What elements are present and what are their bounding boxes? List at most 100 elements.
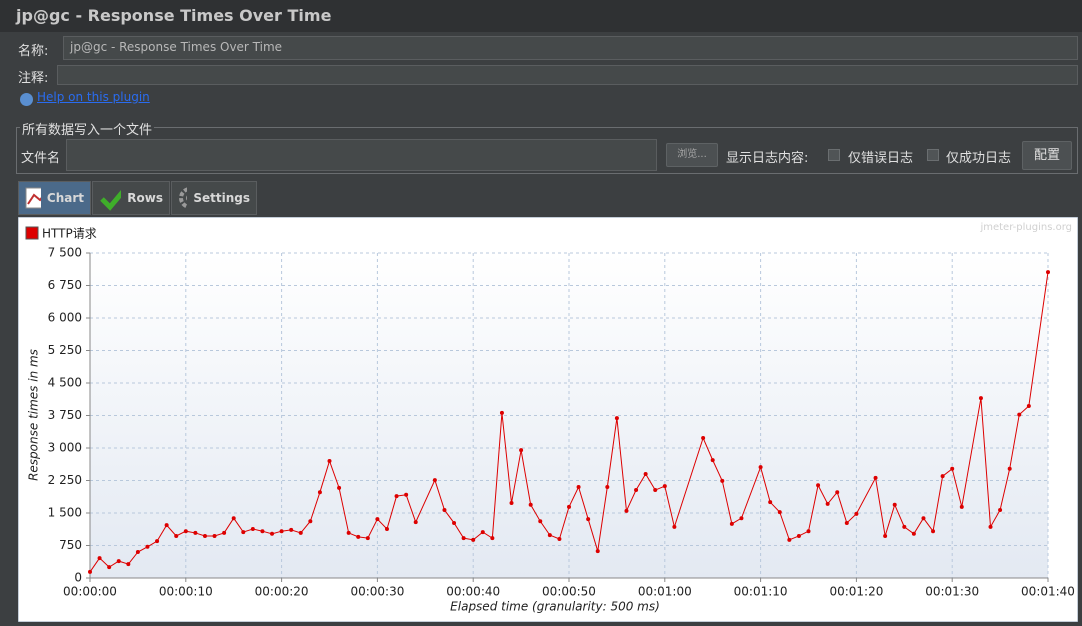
x-tick-label: 00:01:40 [1021, 585, 1075, 599]
data-point [624, 508, 629, 513]
y-tick-label: 750 [59, 538, 82, 552]
x-tick-label: 00:00:50 [542, 585, 596, 599]
title-bar: jp@gc - Response Times Over Time [0, 0, 1082, 32]
data-point [174, 533, 179, 538]
series-line [89, 271, 1049, 573]
data-point [634, 488, 639, 493]
data-point [605, 485, 610, 489]
info-icon [20, 93, 33, 106]
data-point [720, 478, 725, 483]
data-point [394, 494, 399, 499]
data-point [260, 529, 265, 534]
help-link[interactable]: Help on this plugin [37, 90, 150, 104]
data-point [461, 536, 466, 541]
settings-tab[interactable]: Settings [171, 181, 257, 215]
errors-checkbox[interactable] [828, 149, 840, 161]
legend-label: HTTP请求 [42, 227, 97, 241]
x-tick-label: 00:01:20 [829, 585, 883, 599]
data-point [337, 485, 342, 490]
config-button[interactable]: 配置 [1022, 141, 1072, 170]
data-point [796, 533, 801, 538]
data-point [404, 492, 409, 497]
rows-tab[interactable]: Rows [92, 181, 170, 215]
data-point [883, 533, 888, 538]
y-tick-label: 6 000 [48, 311, 82, 325]
data-point [183, 529, 188, 534]
rows-tab-icon [100, 189, 122, 211]
data-point [289, 527, 294, 532]
comment-input[interactable] [57, 65, 1078, 85]
data-point [988, 524, 993, 529]
data-point [729, 521, 734, 526]
y-axis-title: Response times in ms [27, 349, 41, 481]
data-point [202, 533, 207, 538]
data-point [241, 530, 246, 535]
data-point [739, 516, 744, 521]
data-point [950, 466, 955, 471]
data-point [442, 507, 447, 512]
y-tick-label: 2 250 [48, 473, 82, 487]
y-tick-label: 1 500 [48, 506, 82, 520]
data-point [787, 537, 792, 542]
name-label: 名称: [18, 44, 49, 59]
x-axis-title: Elapsed time (granularity: 500 ms) [450, 600, 660, 614]
data-point [547, 533, 552, 538]
errors-label: 仅错误日志 [848, 151, 914, 166]
x-tick-label: 00:01:00 [638, 585, 692, 599]
data-point [921, 516, 926, 521]
data-point [499, 410, 504, 415]
data-point [710, 458, 715, 463]
x-tick-label: 00:00:40 [446, 585, 500, 599]
success-label: 仅成功日志 [946, 151, 1012, 166]
file-input[interactable] [66, 139, 657, 171]
success-checkbox[interactable] [927, 149, 939, 161]
data-point [643, 472, 648, 476]
chart-tab[interactable]: Chart [18, 181, 91, 215]
data-point [854, 511, 859, 516]
data-point [346, 530, 351, 535]
data-point [308, 519, 313, 524]
data-point [1046, 270, 1050, 275]
data-point [135, 550, 140, 554]
data-point [97, 556, 102, 561]
data-point [567, 504, 571, 509]
panel-title: jp@gc - Response Times Over Time [16, 6, 332, 25]
data-point [835, 490, 840, 495]
data-point [825, 501, 830, 506]
data-point [145, 544, 150, 549]
y-tick-label: 6 750 [48, 278, 82, 292]
y-tick-label: 0 [74, 571, 82, 585]
y-tick-label: 7 500 [48, 246, 82, 260]
data-point [356, 534, 361, 539]
data-point [480, 530, 485, 535]
data-point [231, 516, 236, 521]
data-point [471, 537, 476, 542]
chart: jmeter-plugins.org Elapsed time (granula… [18, 217, 1078, 622]
name-input[interactable]: jp@gc - Response Times Over Time [63, 36, 1078, 60]
data-point [931, 529, 936, 534]
data-point [116, 559, 121, 564]
settings-tab-icon [179, 187, 188, 209]
browse-button[interactable]: 浏览... [666, 143, 718, 167]
x-tick-label: 00:00:00 [63, 585, 117, 599]
data-point [844, 520, 849, 525]
data-point [1007, 466, 1012, 471]
data-point [88, 569, 92, 574]
data-point [892, 502, 897, 507]
data-point [777, 510, 782, 515]
data-point [614, 416, 619, 421]
x-tick-label: 00:01:30 [925, 585, 979, 599]
data-point [126, 562, 131, 567]
data-point [959, 504, 964, 509]
data-point [164, 523, 169, 528]
data-point [490, 536, 495, 541]
data-point [806, 529, 811, 534]
data-point [519, 448, 524, 453]
data-point [222, 530, 227, 535]
data-point [653, 488, 658, 493]
data-point [432, 478, 437, 483]
data-point [193, 530, 198, 535]
y-tick-label: 5 250 [48, 343, 82, 357]
data-point [902, 524, 907, 529]
